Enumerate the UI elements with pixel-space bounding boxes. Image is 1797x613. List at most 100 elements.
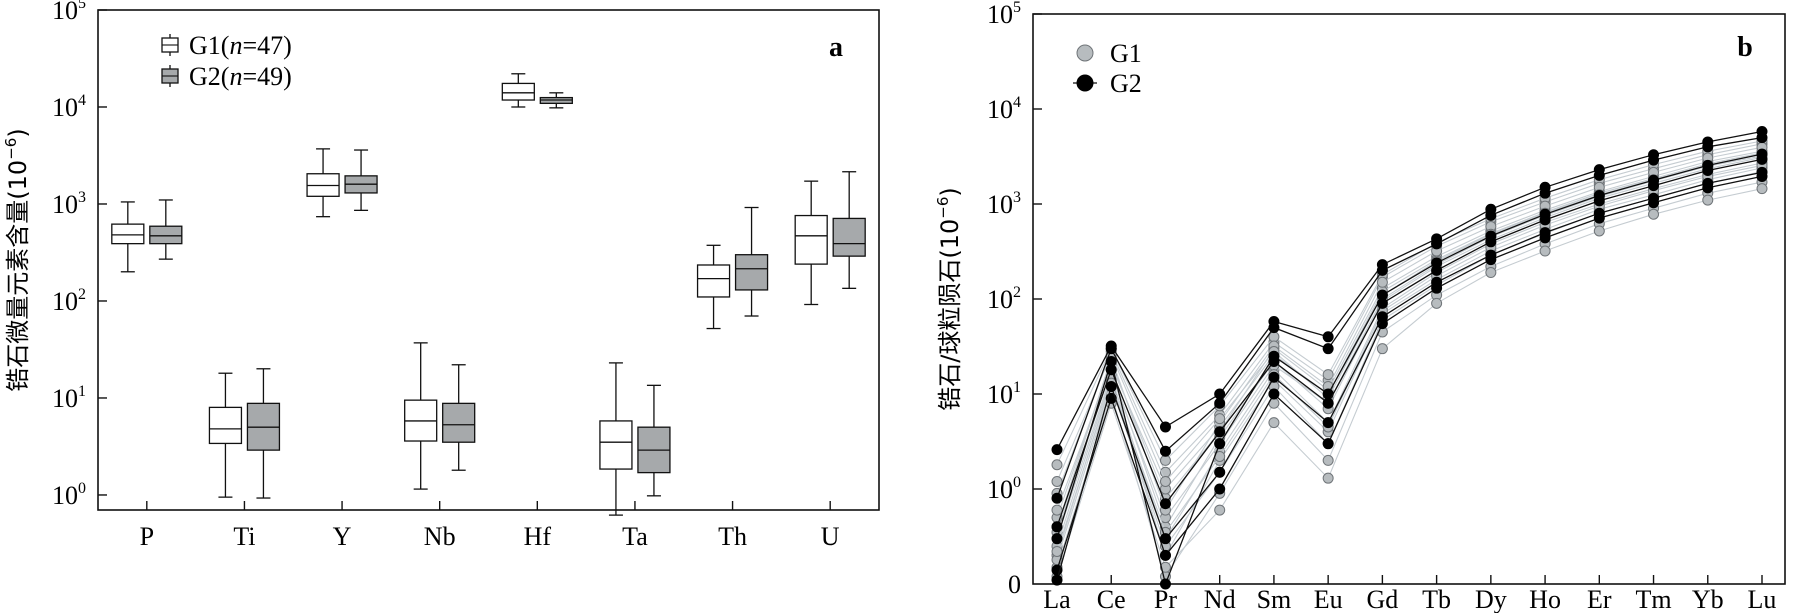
y-b-tick-label: 101 <box>987 379 1021 409</box>
pattern-line <box>1056 164 1763 552</box>
data-point <box>1756 153 1768 165</box>
box-iqr <box>501 82 535 101</box>
panel-a-chart: 100 101 102 103 104 105 P Ti Y Nb Hf Ta Th U 锆石微量元素含量(… <box>2 0 880 551</box>
legend-label: G1 <box>1110 39 1142 68</box>
data-point <box>1593 207 1605 219</box>
legend-marker <box>1076 44 1094 62</box>
box-g1-u <box>794 180 828 306</box>
category-label: Ti <box>233 522 255 551</box>
panel-b-chart: 0 100 101 102 103 104 105 La Ce Pr Nd Sm Eu Gd Tb Dy Ho E… <box>934 0 1786 613</box>
y-b-tick-label: 105 <box>987 0 1021 29</box>
data-point <box>1214 397 1226 409</box>
data-point <box>1322 472 1334 484</box>
data-point <box>1485 267 1497 279</box>
box-g2-th <box>734 206 769 317</box>
category-label: P <box>140 522 154 551</box>
data-point <box>1159 421 1171 433</box>
y-a-tick-label: 103 <box>52 189 86 219</box>
data-point <box>1159 445 1171 457</box>
box-iqr <box>734 254 769 291</box>
y-b-tick-label: 100 <box>987 474 1021 504</box>
category-label: Ta <box>622 522 648 551</box>
data-point <box>1051 533 1063 545</box>
data-point <box>1051 574 1063 586</box>
data-point <box>1376 264 1388 276</box>
data-point <box>1593 169 1605 181</box>
pattern-line <box>1056 175 1763 571</box>
data-point <box>1322 397 1334 409</box>
box-iqr <box>696 264 731 298</box>
element-label: Yb <box>1692 585 1724 613</box>
category-label: Y <box>333 522 352 551</box>
y-b-tick-label: 0 <box>1008 570 1021 599</box>
data-point <box>1593 195 1605 207</box>
box-iqr <box>599 420 633 470</box>
box-g2-ti <box>246 368 281 499</box>
box-g1-nb <box>404 342 438 490</box>
data-point <box>1702 165 1714 177</box>
pattern-line <box>1056 188 1763 577</box>
category-label: Th <box>718 522 747 551</box>
data-point <box>1702 177 1714 189</box>
y-axis-title-b: 锆石/球粒陨石(10−6) <box>934 187 964 411</box>
box-g2-nb <box>442 364 476 471</box>
data-point <box>1105 380 1117 392</box>
y-a-tick-label: 105 <box>52 0 86 25</box>
pattern-line <box>1056 136 1763 499</box>
element-label: Gd <box>1366 585 1398 613</box>
data-point <box>1159 549 1171 561</box>
pattern-g1 <box>1051 159 1768 557</box>
pattern-g2 <box>1051 166 1768 586</box>
data-point <box>1376 297 1388 309</box>
data-point <box>1376 343 1388 355</box>
box-g1-th <box>696 244 731 330</box>
data-point <box>1159 454 1171 466</box>
pattern-g1 <box>1051 147 1768 516</box>
y-a-tick-label: 102 <box>52 286 86 316</box>
legend-item-a-g1: G1(n=47) <box>161 31 292 60</box>
category-label: U <box>821 522 840 551</box>
data-point <box>1214 413 1226 425</box>
data-point <box>1268 322 1280 334</box>
y-b-tick-label: 102 <box>987 284 1021 314</box>
data-point <box>1756 132 1768 144</box>
y-b-tick-label: 103 <box>987 189 1021 219</box>
box-g2-p <box>149 199 183 260</box>
data-point <box>1648 208 1660 220</box>
data-point <box>1105 343 1117 355</box>
pattern-g2 <box>1051 132 1768 504</box>
data-point <box>1485 236 1497 248</box>
element-label: Eu <box>1314 585 1343 613</box>
data-point <box>1159 533 1171 545</box>
legend-label: G2(n=49) <box>189 62 292 91</box>
element-label: Er <box>1587 585 1612 613</box>
data-point <box>1214 426 1226 438</box>
element-label: Tb <box>1422 585 1451 613</box>
legend-item-a-g2: G2(n=49) <box>161 62 292 91</box>
pattern-g1 <box>1051 165 1768 566</box>
data-point <box>1051 521 1063 533</box>
data-point <box>1051 545 1063 557</box>
data-point <box>1322 331 1334 343</box>
box-g2-hf <box>539 92 573 109</box>
pattern-line <box>1056 153 1763 587</box>
y-axis-title-a: 锆石微量元素含量(10−6) <box>2 128 32 391</box>
y-a-tick-label: 104 <box>52 92 86 122</box>
data-point <box>1159 498 1171 510</box>
data-point <box>1159 475 1171 487</box>
box-g1-y <box>306 148 340 218</box>
box-g2-ta <box>637 384 671 497</box>
data-point <box>1539 187 1551 199</box>
data-point <box>1214 466 1226 478</box>
box-iqr <box>442 402 476 443</box>
data-point <box>1593 225 1605 237</box>
y-b-tick-label: 104 <box>987 94 1021 124</box>
data-point <box>1268 371 1280 383</box>
pattern-line <box>1056 150 1763 518</box>
data-point <box>1051 475 1063 487</box>
data-point <box>1159 578 1171 590</box>
data-point <box>1051 444 1063 456</box>
box-iqr <box>111 223 145 245</box>
plot-frame-a <box>97 9 880 511</box>
element-label: La <box>1043 585 1071 613</box>
